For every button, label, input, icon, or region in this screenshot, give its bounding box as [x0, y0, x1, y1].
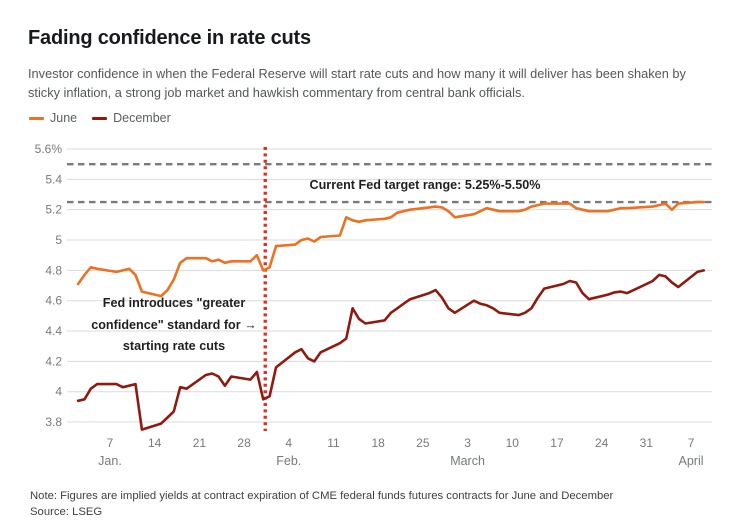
- x-axis-tick-label: 4: [285, 436, 292, 450]
- legend: June December: [29, 111, 171, 125]
- y-axis-tick-label: 3.8: [45, 415, 62, 429]
- x-axis-tick-label: 3: [464, 436, 471, 450]
- chart-subtitle: Investor confidence in when the Federal …: [28, 65, 686, 100]
- y-axis-tick-label: 4.6: [45, 294, 62, 308]
- x-axis-tick-label: 17: [550, 436, 564, 450]
- y-axis-tick-label: 4.2: [45, 354, 62, 368]
- series-line-june: [76, 200, 706, 298]
- fed-greater-confidence-annotation: Fed introduces "greater confidence" stan…: [84, 293, 264, 358]
- y-axis-tick-label: 5.4: [45, 172, 62, 186]
- x-axis-tick-label: 14: [148, 436, 162, 450]
- series-line-december: [76, 269, 706, 431]
- y-axis-tick-label: 4.8: [45, 263, 62, 277]
- fed-annotation-line-1: Fed introduces "greater: [102, 296, 246, 310]
- legend-label-june: June: [50, 111, 78, 125]
- page-title: Fading confidence in rate cuts: [28, 27, 311, 50]
- x-axis-tick-label: 31: [640, 436, 654, 450]
- december-line-swatch-icon: [92, 116, 108, 120]
- x-axis-tick-label: 28: [237, 436, 251, 450]
- x-axis-tick-label: 21: [193, 436, 207, 450]
- legend-item-december: December: [92, 111, 171, 125]
- source-attribution: Source: LSEG: [30, 506, 103, 518]
- x-axis-month-label: April: [679, 454, 704, 468]
- legend-item-june: June: [29, 111, 77, 125]
- x-axis-tick-label: 18: [371, 436, 385, 450]
- x-axis-month-label: Jan.: [98, 454, 122, 468]
- x-axis-tick-label: 7: [688, 436, 695, 450]
- x-axis-tick-label: 25: [416, 436, 430, 450]
- y-axis-tick-label: 5.6%: [35, 142, 63, 156]
- y-axis-tick-label: 5: [55, 233, 62, 247]
- x-axis-tick-label: 24: [595, 436, 609, 450]
- y-axis-tick-label: 4: [55, 385, 62, 399]
- x-axis-tick-label: 11: [327, 436, 340, 450]
- fed-annotation-line-2: confidence" standard for →: [91, 317, 257, 332]
- june-line-swatch-icon: [29, 116, 44, 120]
- x-axis-tick-label: 7: [107, 436, 114, 450]
- x-axis-month-label: March: [450, 454, 485, 468]
- footnote: Note: Figures are implied yields at cont…: [30, 490, 614, 502]
- legend-label-december: December: [113, 111, 171, 125]
- x-axis-month-label: Feb.: [276, 454, 301, 468]
- y-axis-tick-label: 5.2: [45, 203, 62, 217]
- y-axis-tick-label: 4.4: [45, 324, 62, 338]
- x-axis-tick-label: 10: [506, 436, 520, 450]
- fed-target-range-annotation: Current Fed target range: 5.25%-5.50%: [309, 178, 541, 192]
- fed-annotation-line-3: starting rate cuts: [122, 339, 226, 353]
